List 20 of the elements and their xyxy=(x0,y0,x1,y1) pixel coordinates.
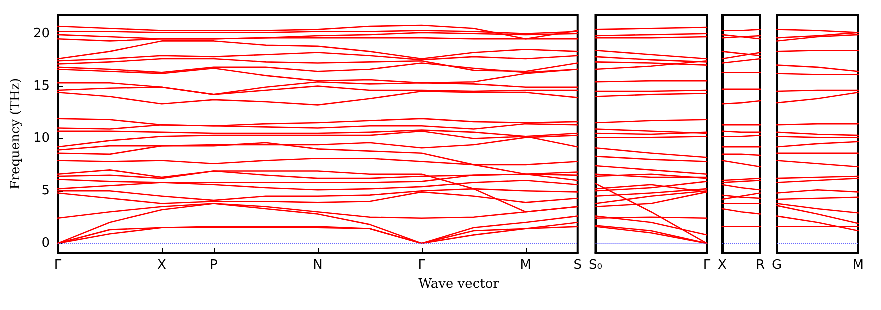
y-axis-title: Frequency (THz) xyxy=(8,78,24,190)
y-tick-label: 15 xyxy=(33,78,50,94)
y-tick-label: 5 xyxy=(42,184,50,199)
y-tick-label: 10 xyxy=(33,131,50,146)
x-tick-label: P xyxy=(210,258,218,273)
x-tick-label: G xyxy=(772,258,782,273)
x-tick-label: S xyxy=(574,258,582,273)
x-tick-label: Γ xyxy=(54,258,62,273)
x-tick-label: N xyxy=(313,258,323,273)
x-axis-title: Wave vector xyxy=(418,277,500,292)
x-tick-label: Γ xyxy=(703,258,712,273)
x-tick-label: M xyxy=(520,258,532,273)
x-tick-label: X xyxy=(158,258,167,273)
y-tick-label: 0 xyxy=(42,236,50,252)
x-tick-label: Γ xyxy=(418,258,426,273)
x-tick-label: S₀ xyxy=(588,258,602,273)
y-tick-label: 20 xyxy=(33,26,50,42)
x-tick-label: X xyxy=(718,258,727,273)
x-tick-label: M xyxy=(852,258,864,273)
x-tick-label: R xyxy=(756,258,766,273)
